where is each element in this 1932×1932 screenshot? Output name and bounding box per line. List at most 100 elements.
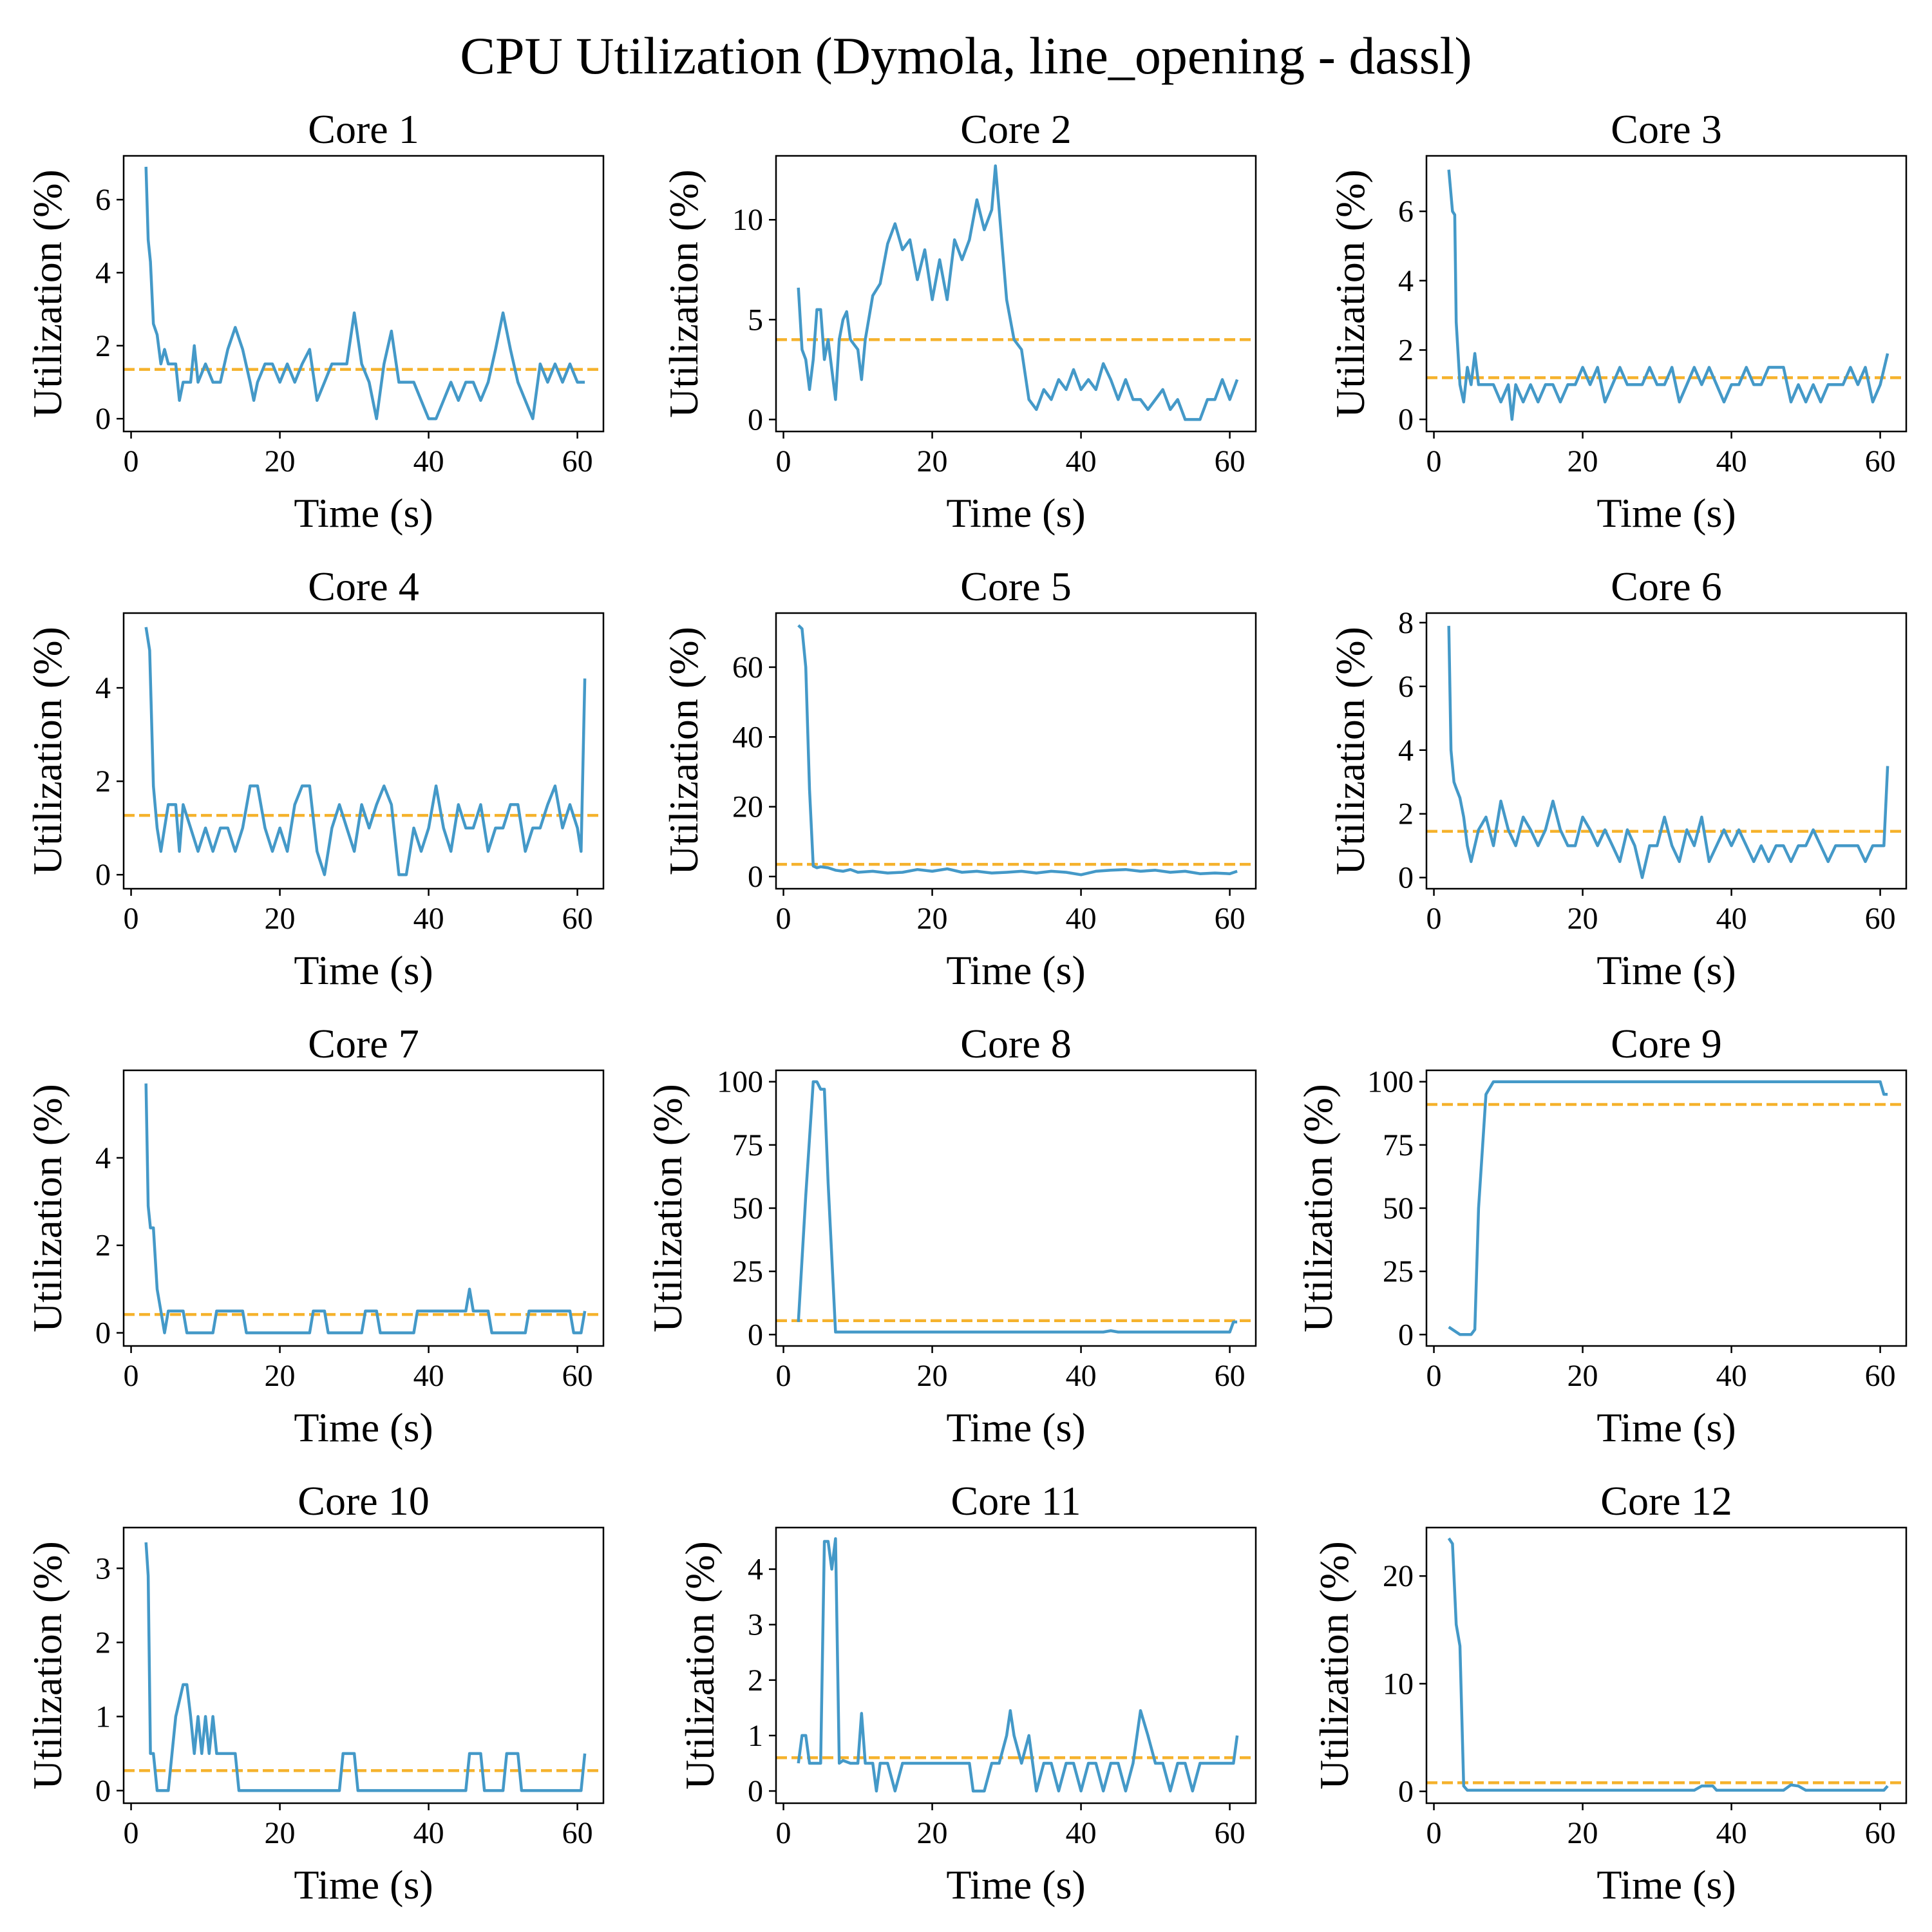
- x-tick-label: 20: [1567, 444, 1598, 478]
- subplot-title: Core 12: [1600, 1478, 1732, 1524]
- x-tick-label: 20: [265, 444, 296, 478]
- x-tick-label: 40: [1066, 902, 1097, 936]
- x-tick-label: 60: [562, 444, 593, 478]
- x-tick-label: 60: [562, 1816, 593, 1850]
- subplot-core-6: Core 6 0 20 40 60 0 2 4 6 8 Time (s) Utilization (%…: [1327, 564, 1908, 993]
- y-tick-label: 4: [95, 256, 111, 290]
- y-tick-label: 5: [748, 303, 763, 337]
- y-tick-label: 10: [1383, 1667, 1414, 1701]
- y-tick-label: 0: [1398, 402, 1414, 437]
- x-tick-label: 60: [562, 902, 593, 936]
- y-tick-label: 2: [1398, 333, 1414, 367]
- x-tick-label: 60: [1865, 1359, 1896, 1393]
- subplot-title: Core 5: [960, 564, 1071, 609]
- x-tick-label: 20: [1567, 902, 1598, 936]
- y-tick-label: 8: [1398, 606, 1414, 640]
- x-tick-label: 60: [1865, 444, 1896, 478]
- x-tick-label: 60: [1215, 1816, 1245, 1850]
- axes-frame: [775, 155, 1257, 433]
- axes-frame: [775, 1526, 1257, 1804]
- y-tick-label: 2: [95, 1229, 111, 1263]
- subplot-title: Core 10: [298, 1478, 429, 1524]
- y-tick-label: 0: [748, 402, 763, 437]
- x-tick-label: 40: [413, 1359, 444, 1393]
- subplot-title: Core 3: [1611, 106, 1721, 152]
- y-tick-label: 0: [748, 860, 763, 894]
- x-tick-label: 40: [1066, 1816, 1097, 1850]
- utilization-series-line: [1448, 1080, 1888, 1336]
- y-axis-label: Utilization (%): [1327, 627, 1373, 875]
- x-tick-label: 40: [1716, 1816, 1747, 1850]
- y-tick-label: 50: [732, 1191, 763, 1226]
- utilization-series-line: [144, 1542, 587, 1792]
- y-tick-label: 2: [95, 764, 111, 799]
- utilization-series-line: [797, 1537, 1239, 1793]
- utilization-series-line: [1447, 625, 1889, 879]
- subplot-core-1: Core 1 0 20 40 60 0 2 4 6 Time (s) Utilization (%): [24, 106, 605, 536]
- x-tick-label: 20: [917, 1359, 948, 1393]
- x-tick-label: 20: [917, 1816, 948, 1850]
- y-tick-label: 2: [95, 329, 111, 363]
- x-axis-label: Time (s): [294, 1405, 433, 1450]
- subplot-core-10: Core 10 0 20 40 60 0 1 2 3 Time (s) Utilization (%…: [24, 1478, 605, 1908]
- y-tick-label: 50: [1383, 1191, 1414, 1226]
- subplot-core-11: Core 11 0 20 40 60 0 1 2 3 4 Time (s) Utilization (…: [677, 1478, 1257, 1908]
- x-tick-label: 40: [413, 1816, 444, 1850]
- y-tick-label: 25: [1383, 1255, 1414, 1289]
- subplot-core-12: Core 12 0 20 40 60 0 10 20 Time (s) Utilization (…: [1311, 1478, 1908, 1908]
- x-tick-label: 40: [413, 902, 444, 936]
- x-tick-label: 60: [562, 1359, 593, 1393]
- x-tick-label: 20: [265, 1816, 296, 1850]
- subplot-title: Core 7: [308, 1021, 419, 1066]
- axes-frame: [775, 612, 1257, 890]
- x-tick-label: 0: [124, 902, 139, 936]
- x-tick-label: 20: [1567, 1359, 1598, 1393]
- x-tick-label: 20: [917, 444, 948, 478]
- x-tick-label: 40: [1066, 444, 1097, 478]
- y-axis-label: Utilization (%): [24, 1541, 70, 1790]
- y-tick-label: 0: [748, 1318, 763, 1352]
- y-tick-label: 1: [748, 1719, 763, 1753]
- x-axis-label: Time (s): [1596, 947, 1736, 993]
- y-tick-label: 2: [748, 1663, 763, 1698]
- x-tick-label: 0: [776, 1816, 791, 1850]
- utilization-series-line: [1447, 1537, 1889, 1792]
- subplot-title: Core 8: [960, 1021, 1071, 1066]
- y-tick-label: 2: [95, 1625, 111, 1660]
- x-tick-label: 40: [1066, 1359, 1097, 1393]
- utilization-series-line: [797, 164, 1239, 421]
- x-tick-label: 60: [1215, 902, 1245, 936]
- y-tick-label: 0: [1398, 861, 1414, 895]
- figure-title: CPU Utilization (Dymola, line_opening - …: [460, 26, 1472, 85]
- x-tick-label: 0: [1426, 1359, 1442, 1393]
- axes-frame: [1425, 155, 1908, 433]
- y-axis-label: Utilization (%): [1295, 1084, 1341, 1332]
- axes-frame: [122, 155, 605, 433]
- y-axis-label: Utilization (%): [645, 1084, 690, 1332]
- y-tick-label: 0: [95, 858, 111, 892]
- y-axis-label: Utilization (%): [24, 169, 70, 418]
- x-axis-label: Time (s): [946, 1405, 1085, 1450]
- y-tick-label: 0: [748, 1774, 763, 1808]
- y-tick-label: 75: [732, 1128, 763, 1162]
- y-tick-label: 20: [732, 790, 763, 824]
- subplot-core-7: Core 7 0 20 40 60 0 2 4 Time (s) Utilization (%): [24, 1021, 605, 1450]
- x-tick-label: 0: [124, 1816, 139, 1850]
- y-axis-label: Utilization (%): [24, 627, 70, 875]
- y-tick-label: 0: [1398, 1775, 1414, 1809]
- y-tick-label: 4: [748, 1553, 763, 1587]
- subplot-title: Core 9: [1611, 1021, 1721, 1066]
- x-tick-label: 60: [1865, 902, 1896, 936]
- x-tick-label: 0: [1426, 902, 1442, 936]
- subplot-title: Core 6: [1611, 564, 1721, 609]
- y-tick-label: 6: [1398, 194, 1414, 229]
- y-tick-label: 1: [95, 1700, 111, 1734]
- axes-frame: [122, 1069, 605, 1347]
- x-tick-label: 0: [124, 444, 139, 478]
- subplot-title: Core 2: [960, 106, 1071, 152]
- subplot-core-9: Core 9 0 20 40 60 0 25 50 75 100 Time (s) Utilizati…: [1295, 1021, 1908, 1450]
- y-axis-label: Utilization (%): [1327, 169, 1373, 418]
- y-tick-label: 100: [717, 1065, 763, 1099]
